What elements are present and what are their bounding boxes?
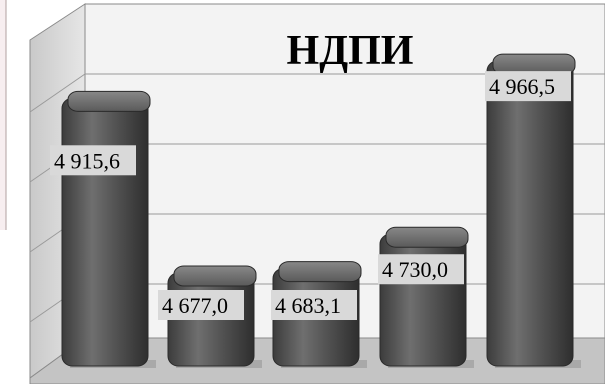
side-gridline <box>29 73 86 113</box>
data-label-bg <box>271 290 357 320</box>
data-label: 4 915,6 <box>54 148 120 173</box>
data-label-bg <box>485 71 571 102</box>
bar-5 <box>486 53 581 368</box>
bar-cap <box>278 261 362 283</box>
data-label: 4 683,1 <box>275 293 341 318</box>
data-label: 4 730,0 <box>382 257 448 282</box>
bar-1 <box>61 90 156 368</box>
chart-title: НДПИ <box>287 28 414 74</box>
bar-cap <box>173 265 257 287</box>
bar-cap <box>385 226 469 248</box>
bar-body <box>379 233 467 367</box>
data-label: 4 677,0 <box>162 293 228 318</box>
bar-body <box>61 97 149 367</box>
bar-body <box>486 60 574 367</box>
bar-cap <box>67 90 151 112</box>
bar-4 <box>379 226 474 368</box>
data-label-bg <box>378 254 464 285</box>
left-edge-panel <box>0 0 6 230</box>
data-label: 4 966,5 <box>489 74 555 99</box>
data-label-bg <box>158 290 244 320</box>
data-labels: 4 915,6 4 677,0 4 683,1 4 730,0 4 966,5 <box>50 71 571 320</box>
data-label-bg <box>50 145 136 176</box>
